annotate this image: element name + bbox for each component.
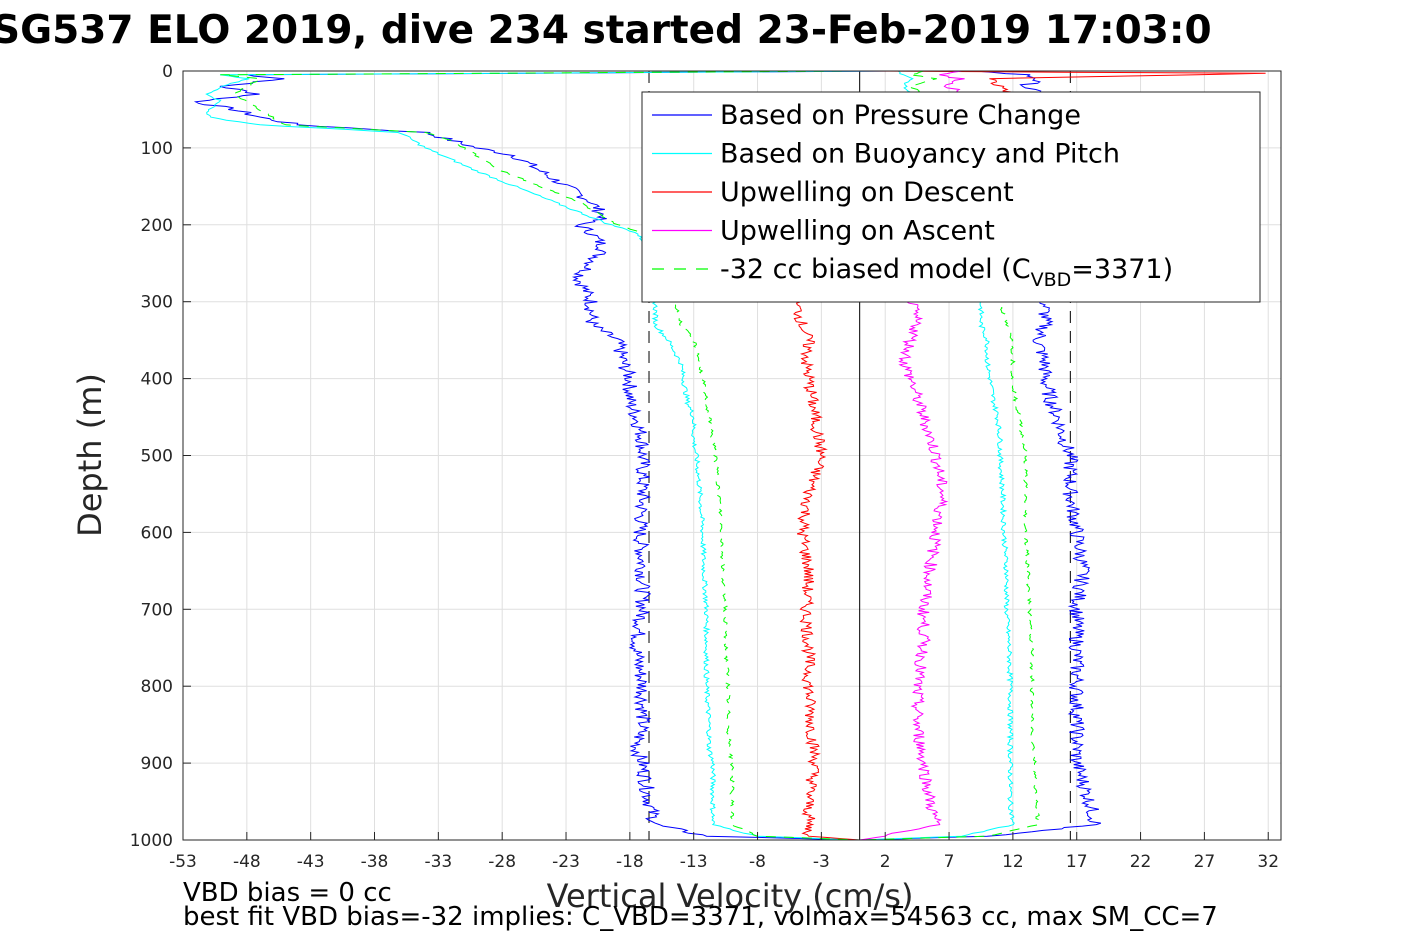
y-tick-label-7: 700 — [141, 600, 173, 620]
y-tick-label-2: 200 — [141, 216, 173, 236]
x-tick-label-12: 7 — [944, 852, 955, 872]
x-tick-label-11: 2 — [880, 852, 891, 872]
legend-label-2: Upwelling on Descent — [720, 177, 1014, 208]
x-tick-labels: -53 -48 -43 -38 -33 -28 -23 -18 -13 -8 -3 2 7 12 17 22 2… — [169, 832, 1279, 872]
y-tick-label-8: 800 — [141, 677, 173, 697]
y-tick-label-3: 300 — [141, 293, 173, 313]
x-tick-label-6: -23 — [552, 852, 580, 872]
chart-title: SG537 ELO 2019, dive 234 started 23-Feb-… — [0, 8, 1212, 53]
x-tick-label-9: -8 — [749, 852, 766, 872]
legend-label-0: Based on Pressure Change — [720, 100, 1081, 131]
series-1-descent — [205, 70, 886, 841]
legend-label-1: Based on Buoyancy and Pitch — [720, 139, 1120, 170]
series-0-descent — [193, 70, 899, 841]
x-tick-label-15: 22 — [1130, 852, 1152, 872]
x-axis-label: Vertical Velocity (cm/s) — [546, 877, 914, 915]
x-tick-label-10: -3 — [813, 852, 830, 872]
x-tick-label-3: -38 — [361, 852, 389, 872]
x-tick-label-5: -28 — [488, 852, 516, 872]
y-tick-labels: 0 100 200 300 400 500 600 700 800 900 1000 — [130, 62, 191, 851]
y-axis-label: Depth (m) — [71, 373, 109, 537]
x-tick-label-17: 32 — [1257, 852, 1279, 872]
y-tick-label-0: 0 — [162, 62, 173, 82]
x-tick-label-13: 12 — [1002, 852, 1024, 872]
best-fit-note: best fit VBD bias=-32 implies: C_VBD=337… — [183, 902, 1218, 932]
legend-label-3: Upwelling on Ascent — [720, 216, 995, 247]
legend-label-4: -32 cc biased model (CVBD=3371) — [720, 254, 1173, 291]
vbd-bias-note: VBD bias = 0 cc — [183, 878, 392, 908]
y-tick-label-10: 1000 — [130, 831, 173, 851]
x-tick-label-14: 17 — [1066, 852, 1088, 872]
y-tick-label-6: 600 — [141, 523, 173, 543]
series-4-descent — [220, 70, 860, 841]
y-tick-label-4: 400 — [141, 370, 173, 390]
legend-box — [641, 91, 1261, 303]
y-tick-label-5: 500 — [141, 447, 173, 467]
x-tick-label-7: -18 — [616, 852, 644, 872]
legend: Based on Pressure Change Based on Buoyanc… — [641, 91, 1261, 303]
x-tick-label-8: -13 — [680, 852, 708, 872]
y-tick-label-9: 900 — [141, 754, 173, 774]
x-tick-label-2: -43 — [297, 852, 325, 872]
y-tick-label-1: 100 — [141, 139, 173, 159]
x-tick-label-16: 27 — [1194, 852, 1216, 872]
x-tick-label-0: -53 — [169, 852, 197, 872]
x-tick-label-1: -48 — [233, 852, 261, 872]
x-tick-label-4: -33 — [424, 852, 452, 872]
